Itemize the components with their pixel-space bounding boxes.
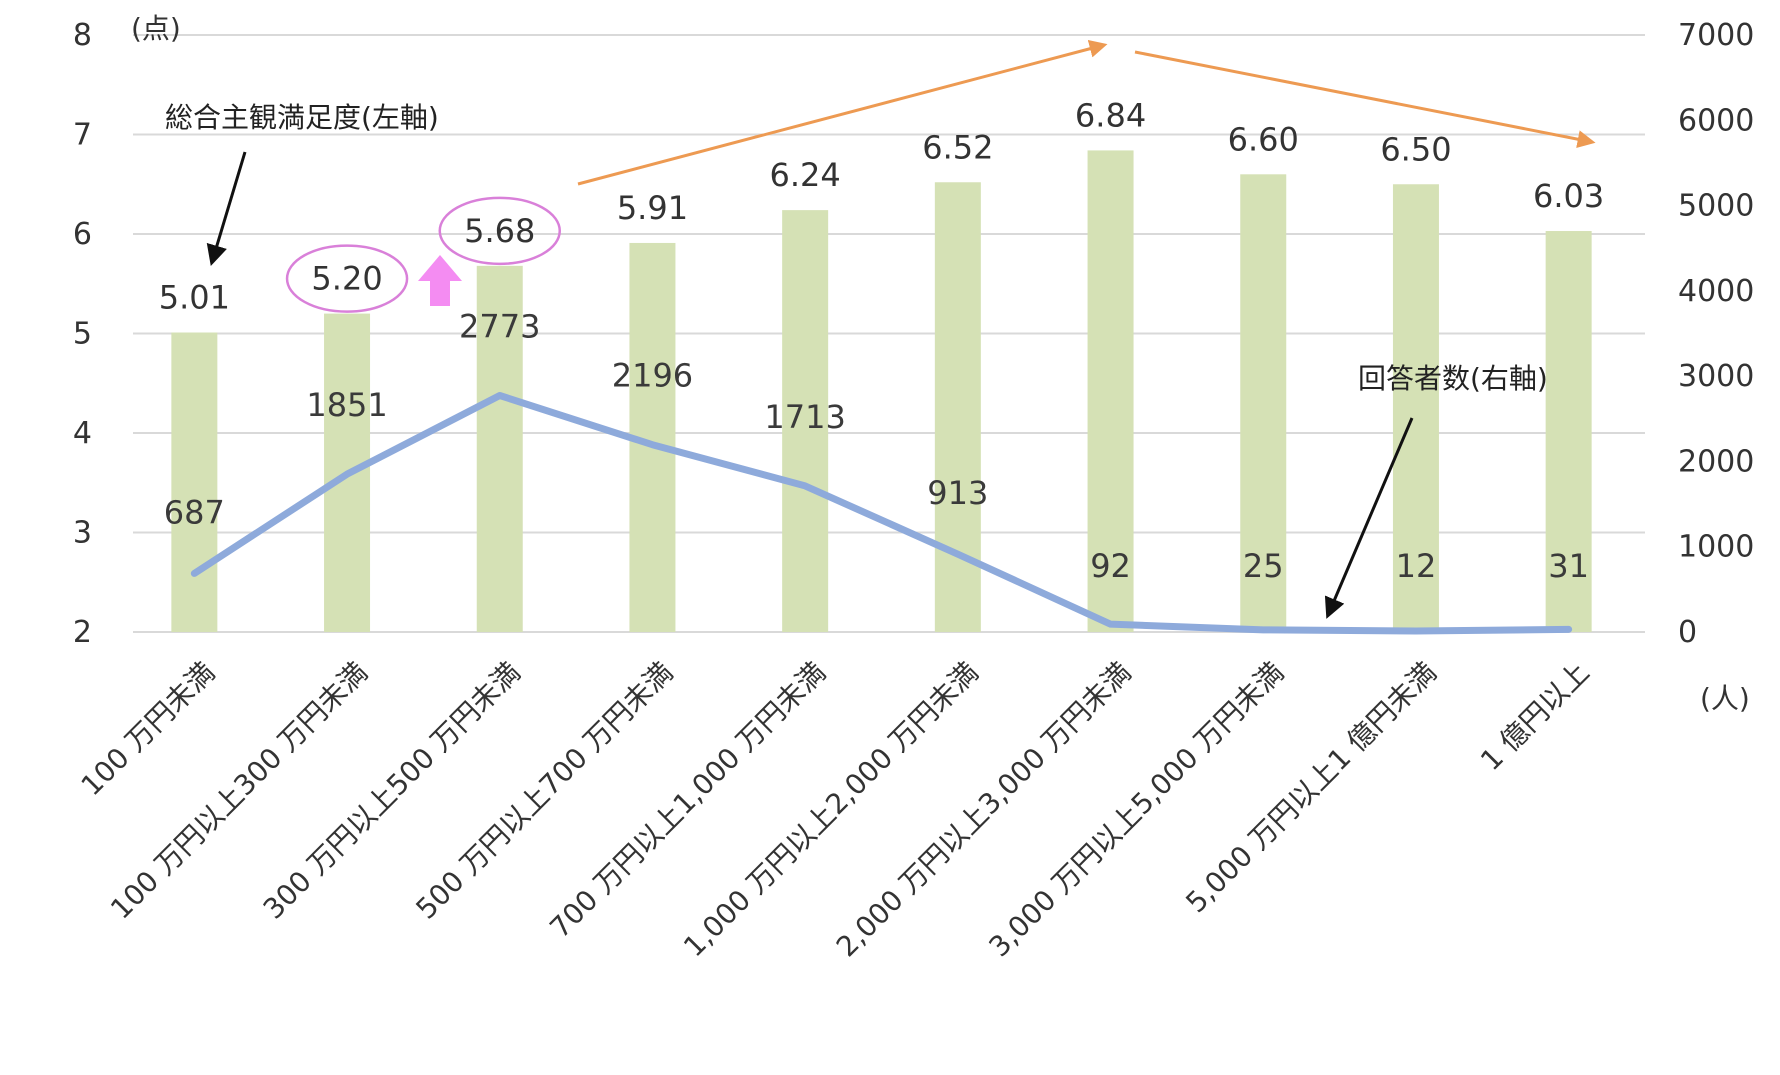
category-label-group: 700 万円以上1,000 万円未満 [543, 656, 832, 945]
trend-up-arrow [577, 39, 1108, 186]
category-label: 3,000 万円以上5,000 万円未満 [983, 656, 1291, 964]
category-label: 100 万円未満 [75, 656, 222, 803]
left-axis-tick-label: 4 [73, 416, 92, 451]
right-axis-tick-label: 4000 [1678, 274, 1754, 309]
satisfaction-value-label: 6.24 [770, 156, 841, 194]
right-axis-tick-label: 6000 [1678, 103, 1754, 138]
category-label-group: 100 万円以上300 万円未満 [104, 656, 374, 926]
category-label-group: 1,000 万円以上2,000 万円未満 [677, 656, 985, 964]
satisfaction-value-label: 5.68 [464, 212, 535, 250]
category-label-group: 100 万円未満 [75, 656, 222, 803]
satisfaction-pointer-arrow [206, 151, 247, 267]
highlight-circle [285, 244, 409, 313]
right-axis-tick-label: 0 [1678, 615, 1697, 650]
right-axis-tick-label: 1000 [1678, 530, 1754, 565]
satisfaction-bar [782, 210, 829, 632]
category-label: 700 万円以上1,000 万円未満 [543, 656, 832, 945]
category-label-group: 2,000 万円以上3,000 万円未満 [830, 656, 1138, 964]
satisfaction-series-label: 総合主観満足度(左軸) [165, 101, 439, 134]
respondents-value-label: 2773 [459, 308, 540, 346]
respondents-value-label: 687 [164, 493, 225, 531]
satisfaction-value-label: 5.91 [617, 189, 688, 227]
respondents-value-label: 25 [1243, 547, 1284, 585]
category-label-group: 500 万円以上700 万円未満 [409, 656, 679, 926]
left-axis-unit: (点) [131, 12, 181, 45]
category-label: 2,000 万円以上3,000 万円未満 [830, 656, 1138, 964]
left-axis-tick-label: 6 [73, 217, 92, 252]
satisfaction-bar [1392, 184, 1439, 632]
category-label-group: 300 万円以上500 万円未満 [257, 656, 527, 926]
respondents-pointer-arrow [1324, 417, 1414, 619]
satisfaction-bar [1545, 231, 1592, 632]
respondents-value-label: 12 [1396, 547, 1437, 585]
trend-down-arrow [1134, 50, 1596, 149]
left-axis-tick-label: 2 [73, 615, 92, 650]
left-axis-tick-label: 7 [73, 118, 92, 153]
satisfaction-bar [171, 332, 218, 632]
right-axis-tick-label: 2000 [1678, 444, 1754, 479]
satisfaction-bar [1240, 174, 1287, 633]
satisfaction-value-label: 6.60 [1228, 120, 1299, 158]
respondents-value-label: 92 [1090, 547, 1131, 585]
category-label-group: 5,000 万円以上1 億円未満 [1179, 656, 1443, 920]
satisfaction-bar [1087, 150, 1134, 633]
satisfaction-bar [476, 265, 523, 632]
respondents-line [190, 392, 1573, 635]
category-label: 300 万円以上500 万円未満 [257, 656, 527, 926]
satisfaction-value-label: 6.50 [1380, 130, 1451, 168]
right-axis-tick-label: 7000 [1678, 18, 1754, 53]
respondents-value-label: 31 [1548, 547, 1589, 585]
right-axis-unit: (人) [1700, 682, 1750, 715]
right-axis-tick-label: 5000 [1678, 189, 1754, 224]
respondents-series-label: 回答者数(右軸) [1358, 362, 1548, 395]
left-axis-tick-label: 3 [73, 516, 92, 551]
highlight-circle [438, 196, 561, 266]
respondents-value-label: 1851 [306, 386, 387, 424]
category-label: 1,000 万円以上2,000 万円未満 [677, 656, 985, 964]
category-label: 5,000 万円以上1 億円未満 [1179, 656, 1443, 920]
category-label-group: 1 億円以上 [1474, 656, 1595, 777]
up-arrow-icon [418, 255, 462, 306]
category-label: 100 万円以上300 万円未満 [104, 656, 374, 926]
satisfaction-value-label: 5.01 [159, 279, 230, 317]
respondents-value-label: 1713 [764, 398, 845, 436]
satisfaction-value-label: 5.20 [311, 260, 382, 298]
category-label: 500 万円以上700 万円未満 [409, 656, 679, 926]
right-axis-tick-label: 3000 [1678, 359, 1754, 394]
respondents-value-label: 2196 [612, 357, 693, 395]
satisfaction-value-label: 6.84 [1075, 96, 1146, 134]
left-axis-tick-label: 8 [73, 18, 92, 53]
category-label-group: 3,000 万円以上5,000 万円未満 [983, 656, 1291, 964]
satisfaction-value-label: 6.03 [1533, 177, 1604, 215]
category-label: 1 億円以上 [1474, 656, 1595, 777]
respondents-value-label: 913 [927, 474, 988, 512]
satisfaction-value-label: 6.52 [922, 128, 993, 166]
left-axis-tick-label: 5 [73, 317, 92, 352]
